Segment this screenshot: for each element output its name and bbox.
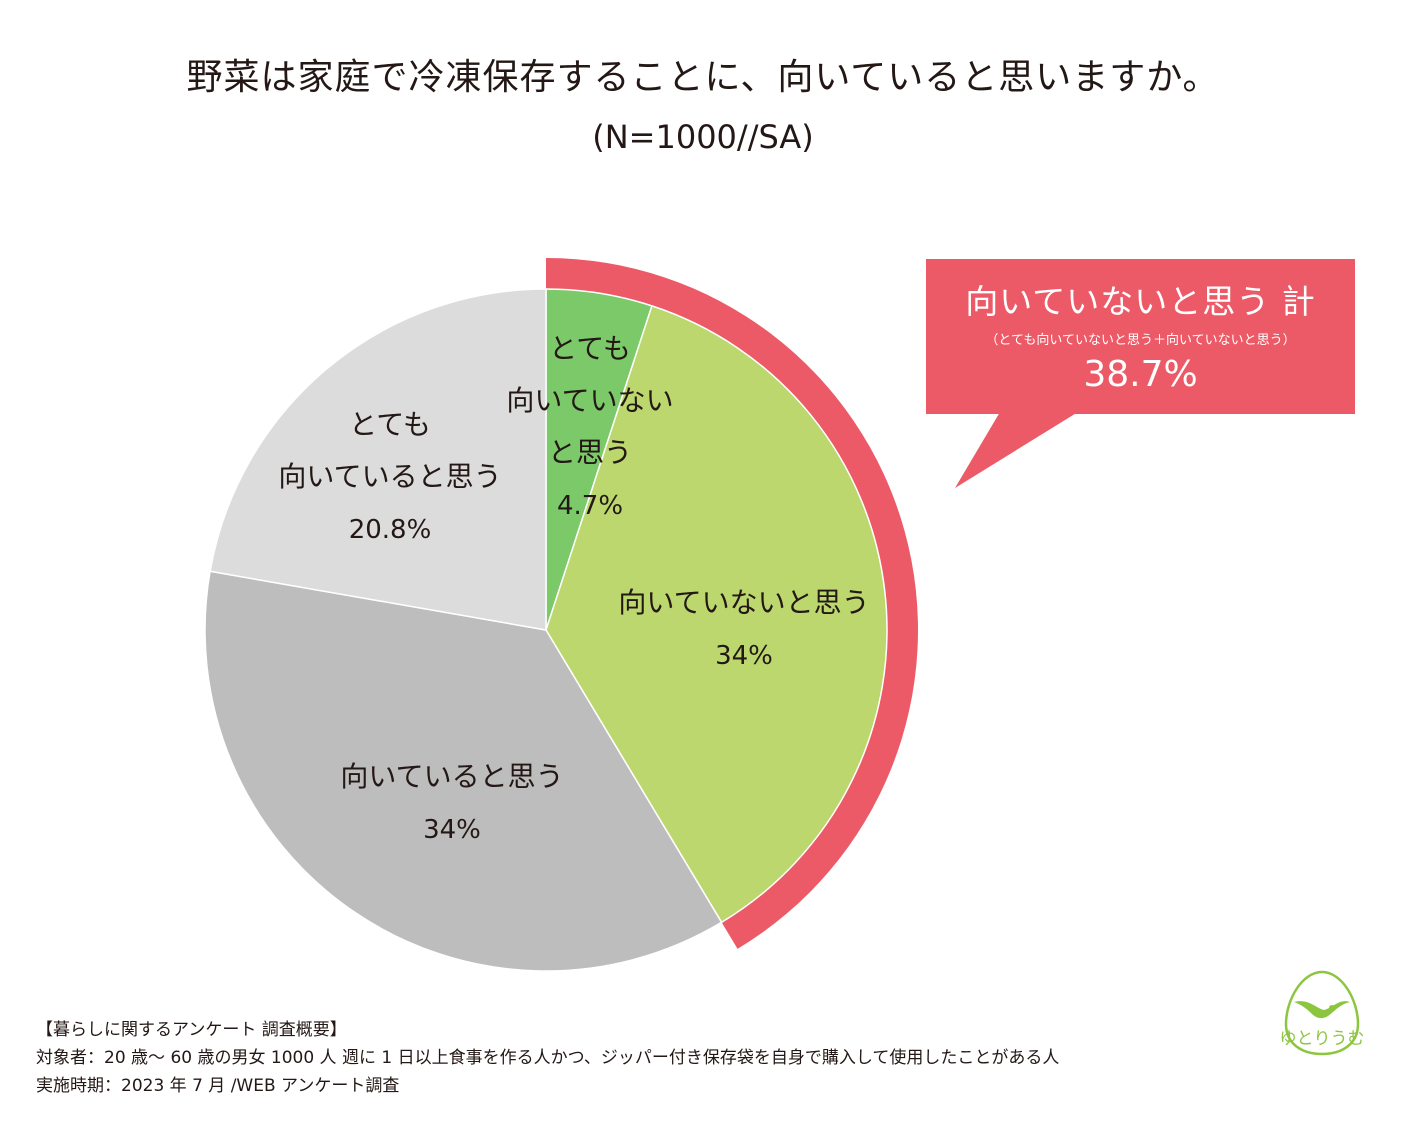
survey-period: 実施時期：2023 年 7 月 /WEB アンケート調査 — [36, 1076, 400, 1096]
slice-label: 向いていると思う — [340, 760, 563, 793]
pie-slice — [545, 304, 888, 924]
slice-label: と思う — [548, 436, 632, 469]
survey-target: 対象者：20 歳～ 60 歳の男女 1000 人 週に 1 日以上食事を作る人か… — [36, 1048, 1060, 1068]
chart-title: 野菜は家庭で冷凍保存することに、向いていると思いますか。 — [186, 57, 1220, 98]
chart-subtitle: (N=1000//SA) — [592, 118, 814, 156]
pie-slice — [204, 570, 723, 972]
callout-value: 38.7% — [1083, 354, 1198, 395]
slice-value-label: 4.7% — [557, 491, 623, 521]
logo-text: ゆとりうむ — [1280, 1029, 1365, 1049]
slice-label: 向いていない — [506, 384, 673, 417]
pie-slice — [209, 288, 547, 631]
callout-note: （とても向いていないと思う＋向いていないと思う） — [985, 333, 1296, 348]
callout-title: 向いていないと思う 計 — [965, 282, 1316, 321]
slice-value-label: 20.8% — [349, 515, 432, 545]
slice-value-label: 34% — [423, 815, 481, 845]
total-callout: 向いていないと思う 計 （とても向いていないと思う＋向いていないと思う） 38.… — [926, 259, 1355, 414]
highlight-ring — [546, 258, 918, 949]
slice-label: とても — [549, 332, 631, 365]
slice-label: とても — [349, 408, 431, 441]
yutorium-logo: ゆとりうむ — [1280, 970, 1365, 1056]
survey-heading: 【暮らしに関するアンケート 調査概要】 — [36, 1020, 347, 1040]
slice-label: 向いていると思う — [278, 460, 501, 493]
survey-summary: 【暮らしに関するアンケート 調査概要】 対象者：20 歳～ 60 歳の男女 10… — [36, 1016, 1059, 1100]
slice-label: 向いていないと思う — [618, 586, 869, 619]
slice-value-label: 34% — [715, 641, 773, 671]
